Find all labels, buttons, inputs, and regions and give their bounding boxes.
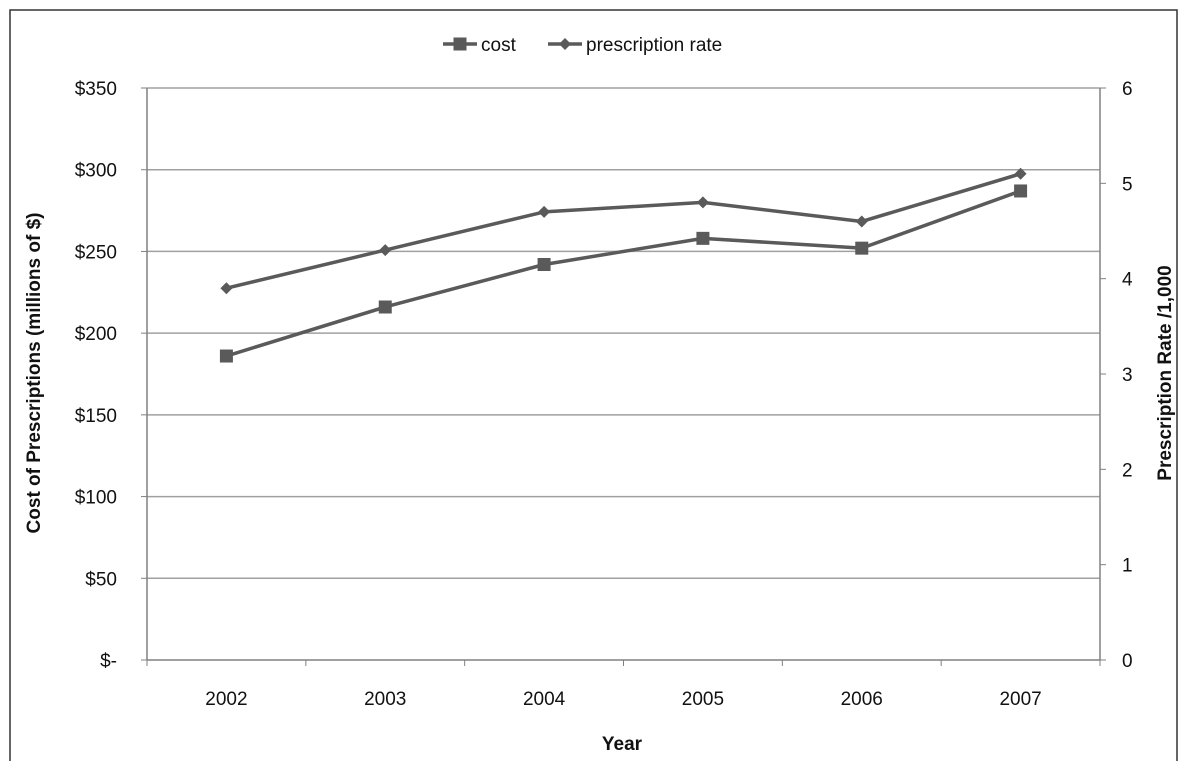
chart-frame xyxy=(9,9,1178,761)
cost-data-point xyxy=(378,300,392,314)
y-right-tick-label: 4 xyxy=(1122,270,1133,291)
y-right-tick-label: 5 xyxy=(1122,174,1133,195)
x-tick-label: 2003 xyxy=(364,689,406,710)
x-tick-label: 2005 xyxy=(682,689,724,710)
y-left-tick-label: $150 xyxy=(75,406,117,427)
prescription-rate-series-line xyxy=(226,172,1022,290)
prescription-rate-data-point xyxy=(538,205,551,218)
legend-cost-label: cost xyxy=(481,35,517,56)
cost-data-point xyxy=(696,231,710,245)
prescription-rate-data-point xyxy=(379,244,392,257)
cost-series-line xyxy=(225,189,1022,358)
y-left-tick-label: $200 xyxy=(75,324,117,345)
cost-data-point xyxy=(537,258,551,272)
cost-data-point xyxy=(1014,184,1028,198)
axes: $- $50 $100 $150 $200 $250 $300 $350 0 1 2 3 4 5 6 2002… xyxy=(75,79,1133,710)
y-left-tick-label: $300 xyxy=(75,161,117,182)
y-axis-left-title: Cost of Prescriptions (millions of $) xyxy=(24,213,45,534)
series xyxy=(219,167,1028,363)
legend-prescription-rate-marker xyxy=(559,38,571,50)
x-tick-label: 2006 xyxy=(841,689,883,710)
x-axis-title: Year xyxy=(602,734,643,755)
y-left-tick-label: $350 xyxy=(75,79,117,100)
y-right-tick-label: 1 xyxy=(1122,556,1133,577)
cost-data-point xyxy=(219,349,233,363)
x-tick-label: 2007 xyxy=(999,689,1041,710)
legend: cost prescription rate xyxy=(443,35,722,56)
y-right-tick-label: 6 xyxy=(1122,79,1133,100)
y-right-tick-label: 2 xyxy=(1122,460,1133,481)
y-left-tick-label: $50 xyxy=(85,569,117,590)
prescription-rate-data-point xyxy=(696,196,709,209)
legend-cost-marker xyxy=(453,37,467,51)
y-axis-right-title: Prescription Rate /1,000 xyxy=(1155,265,1176,480)
cost-data-point xyxy=(855,241,869,255)
legend-prescription-rate-label: prescription rate xyxy=(586,35,722,56)
y-left-tick-label: $250 xyxy=(75,242,117,263)
y-left-tick-label: $100 xyxy=(75,488,117,509)
y-right-tick-label: 3 xyxy=(1122,365,1133,386)
y-right-tick-label: 0 xyxy=(1122,651,1133,672)
prescription-rate-data-point xyxy=(220,282,233,295)
prescription-rate-data-point xyxy=(855,215,868,228)
y-left-tick-label: $- xyxy=(100,651,117,672)
x-tick-label: 2002 xyxy=(205,689,247,710)
x-tick-label: 2004 xyxy=(523,689,566,710)
prescription-rate-data-point xyxy=(1014,167,1027,180)
